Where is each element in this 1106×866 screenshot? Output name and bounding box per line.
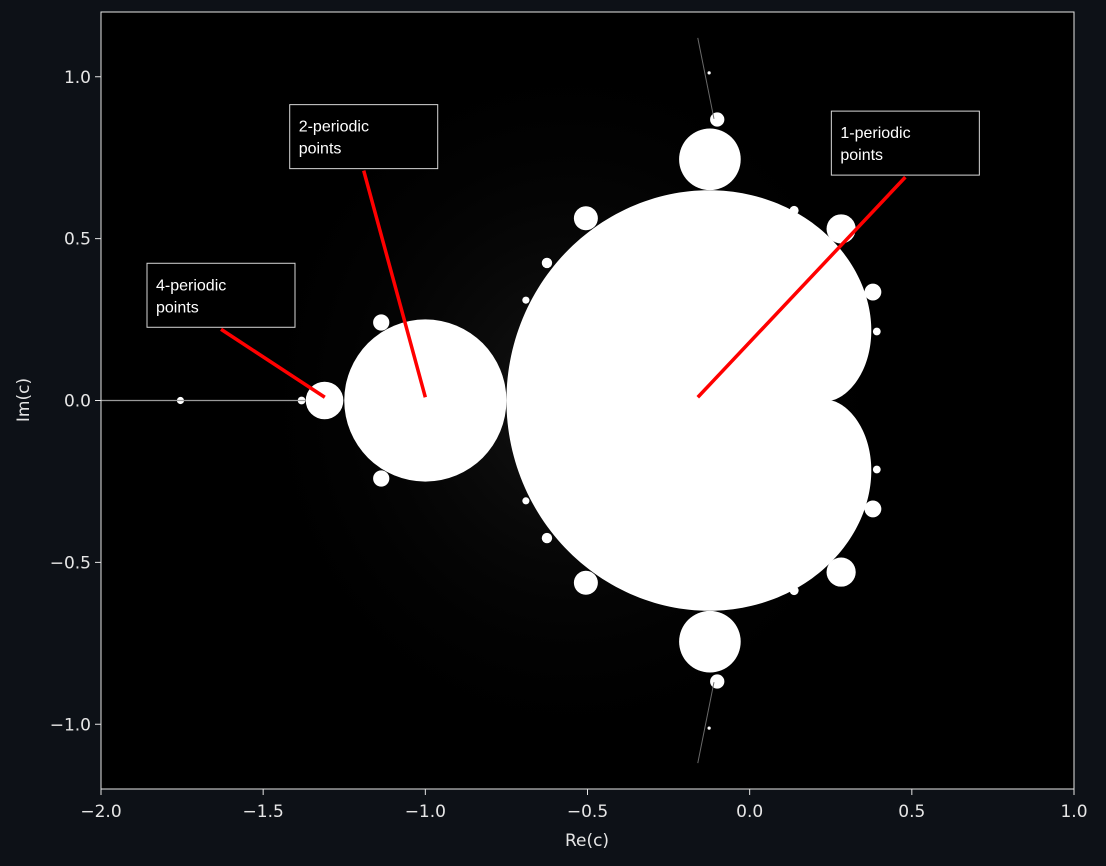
x-axis-label: Re(c)	[565, 831, 609, 851]
y-tick-label: 1.0	[64, 68, 91, 88]
periodic-bulb	[373, 314, 390, 331]
periodic-bulb	[864, 500, 882, 518]
periodic-bulb	[573, 570, 598, 595]
periodic-bulb	[373, 470, 390, 487]
lower-antenna	[697, 682, 715, 764]
x-axis: −2.0 −1.5 −1.0 −0.5 0.0 0.5 1.0	[80, 789, 1088, 822]
periodic-bulb	[872, 327, 881, 336]
periodic-bulb	[541, 257, 553, 269]
ann2-label-line2: points	[299, 141, 342, 158]
y-axis: 1.0 0.5 0.0 −0.5 −1.0	[50, 68, 101, 735]
upper-antenna	[697, 37, 715, 119]
periodic-bulb	[826, 557, 856, 587]
y-tick-label: −0.5	[50, 553, 91, 573]
periodic-bulb	[710, 112, 725, 127]
periodic-bulb	[707, 71, 711, 75]
periodic-bulb	[522, 296, 530, 304]
periodic-bulb	[679, 610, 741, 673]
periodic-bulb	[710, 674, 725, 689]
periodic-bulb	[522, 497, 530, 505]
x-tick-label: −2.0	[80, 802, 121, 822]
ann4-label-line2: points	[156, 299, 199, 316]
ann1-label-box	[830, 110, 980, 176]
y-tick-label: −1.0	[50, 715, 91, 735]
ann4-pointer-line	[220, 327, 326, 399]
periodic-bulb	[344, 319, 507, 482]
x-tick-label: 0.0	[736, 802, 763, 822]
ann1-pointer-line	[696, 175, 907, 399]
periodic-bulb	[872, 465, 881, 474]
periodic-bulb	[864, 283, 882, 301]
main-cardioid	[506, 190, 872, 611]
ann4-label-line1: 4-periodic	[156, 277, 226, 294]
x-tick-label: 1.0	[1060, 802, 1087, 822]
ann1-label-line2: points	[840, 147, 883, 164]
y-axis-label: Im(c)	[14, 378, 34, 422]
x-tick-label: −0.5	[567, 802, 608, 822]
periodic-bulb	[789, 205, 799, 216]
mandelbrot-set	[101, 27, 912, 774]
periodic-bulb	[679, 128, 741, 191]
ann1-label-line1: 1-periodic	[840, 125, 910, 142]
periodic-bulb	[789, 586, 799, 596]
ann2-label-box	[289, 104, 439, 170]
x-tick-label: −1.0	[405, 802, 446, 822]
periodic-bulb	[573, 206, 598, 231]
ann2-pointer-line	[362, 170, 428, 398]
y-tick-label: 0.0	[64, 392, 91, 412]
periodic-bulb	[541, 532, 553, 544]
periodic-bulb	[826, 214, 856, 244]
annotations: 1-periodic points 2-periodic points 4-period…	[146, 104, 980, 399]
x-tick-label: −1.5	[243, 802, 284, 822]
y-tick-label: 0.5	[64, 230, 91, 250]
ann2-label-line1: 2-periodic	[299, 119, 369, 136]
x-tick-label: 0.5	[898, 802, 925, 822]
periodic-bulb	[707, 726, 711, 730]
ann4-label-box	[146, 262, 296, 328]
